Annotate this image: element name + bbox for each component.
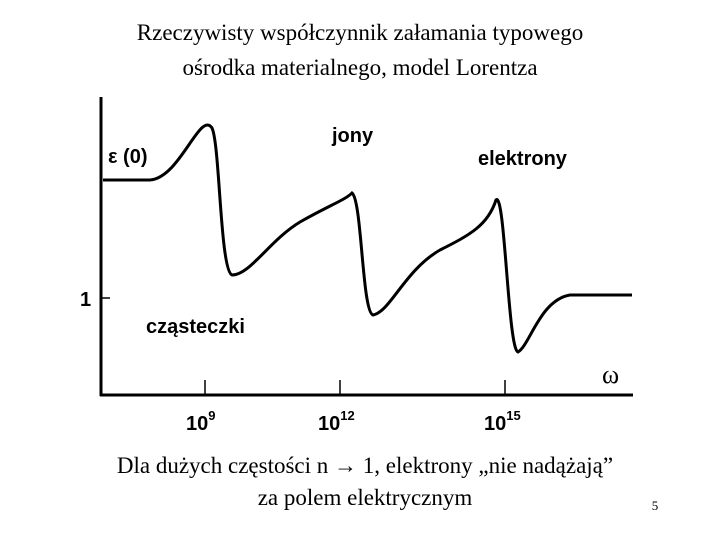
label-ions: jony [331, 125, 374, 147]
label-electrons: elektrony [478, 148, 568, 170]
base: 10 [186, 413, 208, 435]
x-tick-label: 1015 [484, 408, 521, 435]
x-tick-labels: 109 1012 1015 [186, 408, 521, 435]
caption-line: za polem elektrycznym [258, 485, 473, 510]
title-line: ośrodka materialnego, model Lorentza [182, 55, 537, 80]
y-one: 1 [80, 289, 91, 311]
label-molecules: cząsteczki [146, 316, 245, 338]
x-tick-label: 109 [186, 408, 215, 435]
y-label: ε (0) [108, 146, 148, 168]
axes [99, 97, 633, 397]
exponent: 15 [506, 408, 520, 423]
x-tick-label: 1012 [318, 408, 355, 435]
curve [103, 123, 632, 354]
page-number: 5 [652, 498, 659, 513]
x-label: ω [602, 360, 619, 389]
caption-line: Dla dużych częstości n → 1, elektrony „n… [117, 453, 613, 478]
exponent: 12 [340, 408, 354, 423]
base: 10 [318, 413, 340, 435]
base: 10 [484, 413, 506, 435]
exponent: 9 [208, 408, 215, 423]
title-line: Rzeczywisty współczynnik załamania typow… [137, 20, 583, 45]
